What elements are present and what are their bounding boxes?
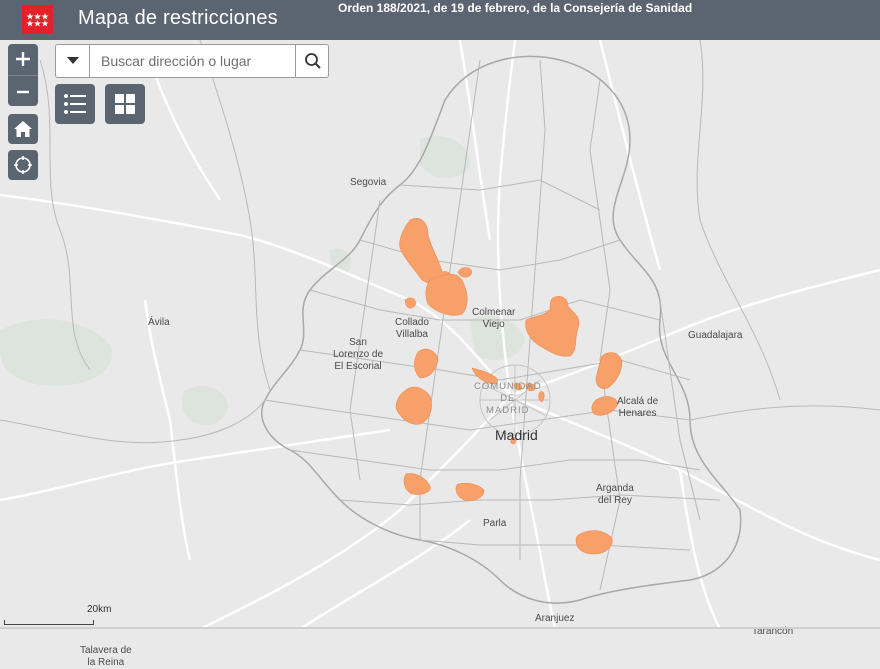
zoom-in-button[interactable] [8,44,38,74]
grid-icon [115,94,135,114]
locate-button[interactable] [8,150,38,180]
basemap [0,39,880,631]
region-label-comunidad-de-madrid: COMUNIDAD DE MADRID [474,381,542,416]
caret-down-icon [66,57,79,64]
place-label-talavera: Talavera de la Reina [80,645,132,668]
map-view[interactable]: Segovia Ávila Collado Villalba Colmenar … [0,39,880,668]
search-icon [304,53,321,69]
legend-button[interactable] [55,84,95,124]
place-label-arganda-del-rey: Arganda del Rey [596,483,634,506]
place-label-aranjuez: Aranjuez [535,613,575,624]
restriction-zones [395,218,623,555]
search-source-dropdown[interactable] [56,45,90,77]
vegetation-areas [0,136,525,425]
minus-icon [17,90,29,93]
scale-bar [4,620,94,625]
plus-icon [16,52,30,66]
place-label-colmenar-viejo: Colmenar Viejo [472,307,516,330]
list-icon [64,94,86,114]
place-label-guadalajara: Guadalajara [688,330,743,341]
place-label-collado-villalba: Collado Villalba [395,317,429,340]
home-icon [14,121,32,137]
zoom-out-button[interactable] [8,75,38,107]
place-label-segovia: Segovia [350,177,387,188]
comunidad-madrid-logo [22,5,53,34]
app-header: Mapa de restricciones Orden 188/2021, de… [0,0,880,40]
locate-icon [14,156,32,174]
zoom-controls [8,44,38,106]
map-bottom-border [0,627,880,629]
place-label-san-lorenzo: San Lorenzo de El Escorial [333,337,384,372]
home-button[interactable] [8,114,38,144]
search-input[interactable] [90,45,295,77]
search-button[interactable] [295,45,329,77]
place-label-avila: Ávila [148,317,170,328]
madrid-districts [479,364,551,436]
road-network [0,39,880,631]
order-subtitle: Orden 188/2021, de 19 de febrero, de la … [338,1,693,15]
place-label-alcala-de-henares: Alcalá de Henares [617,396,659,419]
basemap-gallery-button[interactable] [105,84,145,124]
scale-label: 20km [87,604,112,615]
place-label-madrid: Madrid [495,427,538,443]
app-title: Mapa de restricciones [78,7,278,29]
search-widget [55,44,329,78]
place-label-parla: Parla [483,518,507,529]
